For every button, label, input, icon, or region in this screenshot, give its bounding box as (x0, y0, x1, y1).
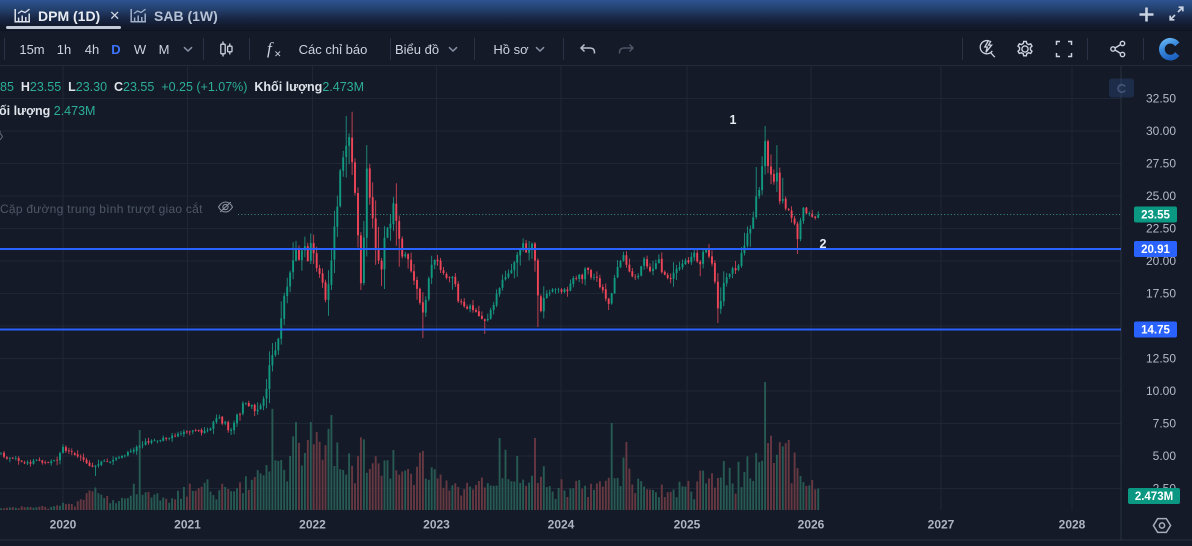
svg-text:25.00: 25.00 (1146, 189, 1176, 203)
svg-text:2025: 2025 (674, 518, 701, 532)
svg-text:17.50: 17.50 (1146, 287, 1176, 301)
svg-text:f: f (267, 39, 274, 58)
svg-text:2022: 2022 (299, 518, 326, 532)
svg-text:2.473M: 2.473M (1135, 491, 1173, 503)
svg-text:20.00: 20.00 (1146, 254, 1176, 268)
svg-text:✕: ✕ (274, 49, 282, 59)
svg-text:2028: 2028 (1059, 518, 1086, 532)
svg-text:20.91: 20.91 (1141, 244, 1170, 256)
svg-text:2026: 2026 (798, 518, 825, 532)
svg-text:27.50: 27.50 (1146, 157, 1176, 171)
svg-text:23.55: 23.55 (1141, 210, 1170, 222)
svg-text:22.50: 22.50 (1146, 222, 1176, 236)
svg-text:C: C (1117, 81, 1127, 96)
svg-text:2021: 2021 (174, 518, 201, 532)
svg-text:12.50: 12.50 (1146, 352, 1176, 366)
svg-text:7.50: 7.50 (1153, 417, 1177, 431)
svg-text:2023: 2023 (423, 518, 450, 532)
svg-text:30.00: 30.00 (1146, 124, 1176, 138)
svg-text:32.50: 32.50 (1146, 92, 1176, 106)
svg-text:5.00: 5.00 (1153, 449, 1177, 463)
svg-text:14.75: 14.75 (1141, 325, 1170, 337)
svg-text:10.00: 10.00 (1146, 384, 1176, 398)
svg-text:2020: 2020 (50, 518, 77, 532)
svg-text:2: 2 (820, 237, 827, 251)
svg-text:2024: 2024 (548, 518, 575, 532)
svg-text:1: 1 (730, 113, 737, 127)
svg-text:2027: 2027 (928, 518, 955, 532)
